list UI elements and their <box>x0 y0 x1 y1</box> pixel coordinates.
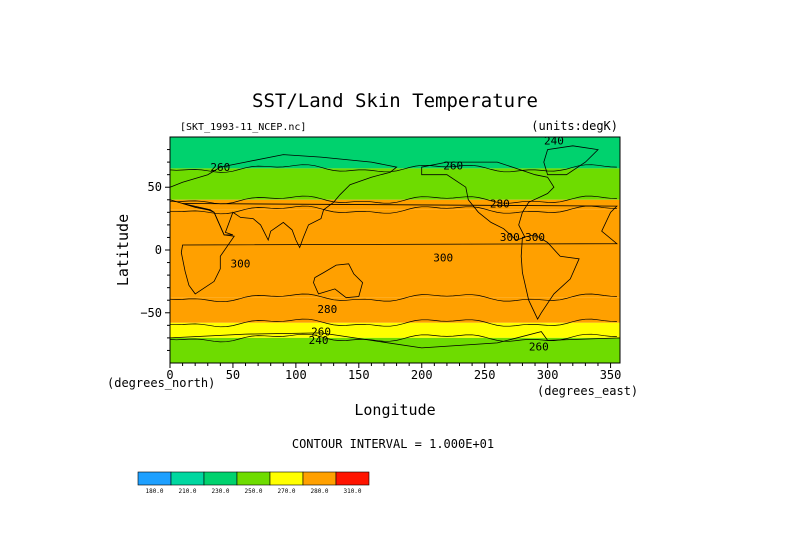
contour-interval-label: CONTOUR INTERVAL = 1.000E+01 <box>292 437 494 451</box>
contour-label: 260 <box>311 325 331 338</box>
contour-label: 240 <box>309 334 329 347</box>
contour-label: 260 <box>443 160 463 173</box>
contour-label: 280 <box>317 303 337 316</box>
colorbar-swatch <box>170 471 205 486</box>
colorbar-swatch <box>203 471 238 486</box>
contour-label: 300 <box>525 231 545 244</box>
contour-line <box>169 333 617 343</box>
temperature-band <box>170 168 620 200</box>
contour-line <box>169 293 617 303</box>
colorbar-label: 180.0 <box>145 488 163 495</box>
y-tick-label: −50 <box>140 306 162 320</box>
contour-line <box>169 205 617 215</box>
colorbar-label: 230.0 <box>211 488 229 495</box>
y-tick-label: 0 <box>155 243 162 257</box>
continent-outline <box>313 263 364 299</box>
x-tick-label: 200 <box>411 368 433 382</box>
temperature-band <box>170 322 620 338</box>
temperature-band <box>170 137 620 169</box>
x-tick-label: 0 <box>166 368 173 382</box>
contour-label: 300 <box>433 251 453 264</box>
contour-line <box>169 318 617 328</box>
colorbar-label: 280.0 <box>310 488 328 495</box>
x-tick-label: 350 <box>600 368 622 382</box>
contour-line <box>169 195 617 205</box>
x-tick-label: 300 <box>537 368 559 382</box>
contour-label: 280 <box>490 197 510 210</box>
colorbar-swatch <box>137 471 172 486</box>
colorbar-swatch <box>269 471 304 486</box>
x-tick-label: 100 <box>285 368 307 382</box>
continent-outline <box>421 161 555 241</box>
contour-label: 300 <box>231 258 251 271</box>
x-tick-label: 50 <box>226 368 240 382</box>
y-tick-label: 50 <box>148 180 162 194</box>
y-units-label: (degrees_north) <box>107 376 215 390</box>
chart-title: SST/Land Skin Temperature <box>252 90 538 112</box>
contour-label: 260 <box>529 340 549 353</box>
temperature-band <box>170 297 620 323</box>
continent-outline <box>180 203 619 295</box>
colorbar-label: 310.0 <box>343 488 361 495</box>
temperature-band <box>170 209 620 298</box>
x-tick-label: 250 <box>474 368 496 382</box>
colorbar-swatch <box>335 471 370 486</box>
units-label: (units:degK) <box>531 119 618 133</box>
contour-line <box>169 164 617 173</box>
x-units-label: (degrees_east) <box>537 384 638 398</box>
colorbar: 180.0 210.0 230.0 250.0 270.0 280.0 310.0 <box>137 471 370 495</box>
continent-outline <box>543 145 599 176</box>
colorbar-swatch <box>236 471 271 486</box>
contour-label: 240 <box>544 135 564 148</box>
x-tick-label: 150 <box>348 368 370 382</box>
y-axis-label: Latitude <box>114 214 132 286</box>
colorbar-label: 250.0 <box>244 488 262 495</box>
contour-label: 300 <box>500 231 520 244</box>
x-axis-label: Longitude <box>354 401 435 419</box>
continent-outline <box>520 234 580 320</box>
colorbar-swatch <box>302 471 337 486</box>
dataset-label: [SKT_1993-11_NCEP.nc] <box>180 122 306 133</box>
contour-label: 260 <box>210 161 230 174</box>
colorbar-label: 210.0 <box>178 488 196 495</box>
colorbar-label: 270.0 <box>277 488 295 495</box>
temperature-band <box>170 337 620 363</box>
